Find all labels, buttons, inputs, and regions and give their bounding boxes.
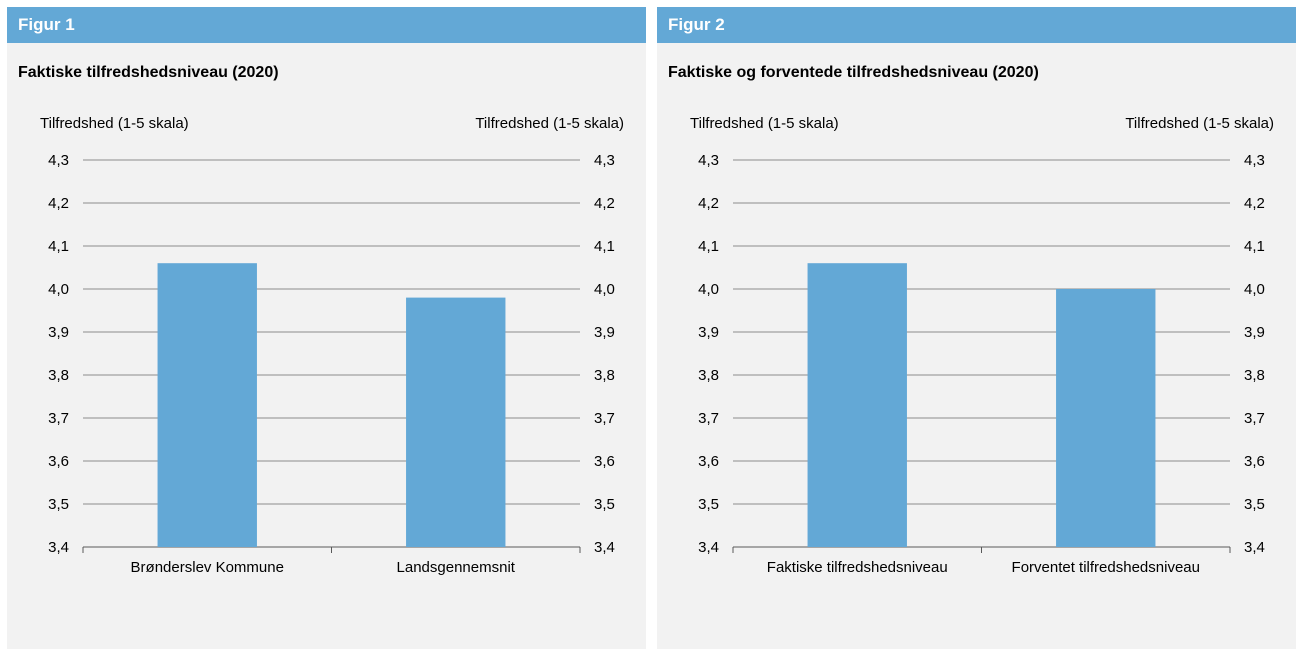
y-axis-label-left: Tilfredshed (1-5 skala) xyxy=(690,115,839,132)
y-tick-label-left: 4,2 xyxy=(698,195,719,212)
y-tick-label-left: 4,0 xyxy=(698,281,719,298)
y-tick-label-right: 3,6 xyxy=(594,453,615,470)
x-category-label: Forventet tilfredshedsniveau xyxy=(1012,559,1200,576)
y-tick-label-left: 3,6 xyxy=(48,453,69,470)
x-category-label: Faktiske tilfredshedsniveau xyxy=(767,559,948,576)
bar-1 xyxy=(807,263,907,547)
y-tick-label-left: 3,7 xyxy=(48,410,69,427)
y-tick-label-right: 3,7 xyxy=(1244,410,1265,427)
y-tick-label-right: 3,6 xyxy=(1244,453,1265,470)
x-category-label: Landsgennemsnit xyxy=(397,559,516,576)
y-tick-label-right: 3,4 xyxy=(1244,539,1265,556)
bar-chart-2: Tilfredshed (1-5 skala) Tilfredshed (1-5 … xyxy=(690,115,1274,576)
bar-2 xyxy=(406,297,506,547)
figure-panel-2: Figur 2 Faktiske og forventede tilfredsh… xyxy=(657,7,1296,649)
y-tick-label-left: 4,3 xyxy=(48,152,69,169)
y-tick-label-right: 3,5 xyxy=(1244,496,1265,513)
y-tick-label-right: 3,7 xyxy=(594,410,615,427)
y-tick-label-left: 4,1 xyxy=(48,238,69,255)
y-tick-label-left: 3,5 xyxy=(48,496,69,513)
y-tick-label-right: 3,4 xyxy=(594,539,615,556)
y-tick-label-right: 4,1 xyxy=(594,238,615,255)
y-tick-label-right: 3,8 xyxy=(594,367,615,384)
y-tick-label-left: 3,5 xyxy=(698,496,719,513)
y-tick-label-left: 3,8 xyxy=(698,367,719,384)
panel-header: Figur 1 xyxy=(7,7,646,43)
y-tick-label-left: 3,7 xyxy=(698,410,719,427)
y-tick-label-right: 3,9 xyxy=(594,324,615,341)
y-tick-label-right: 3,8 xyxy=(1244,367,1265,384)
y-axis-label-right: Tilfredshed (1-5 skala) xyxy=(475,115,624,132)
y-axis-label-right: Tilfredshed (1-5 skala) xyxy=(1125,115,1274,132)
bar-1 xyxy=(157,263,257,547)
y-tick-label-right: 4,3 xyxy=(594,152,615,169)
y-tick-label-right: 4,2 xyxy=(1244,195,1265,212)
y-tick-label-right: 3,5 xyxy=(594,496,615,513)
chart-title: Faktiske tilfredshedsniveau (2020) xyxy=(18,64,279,81)
bar-2 xyxy=(1056,289,1156,547)
y-tick-label-left: 3,9 xyxy=(48,324,69,341)
y-tick-label-right: 4,0 xyxy=(594,281,615,298)
y-tick-label-right: 3,9 xyxy=(1244,324,1265,341)
y-tick-label-left: 3,4 xyxy=(48,539,69,556)
y-tick-label-right: 4,3 xyxy=(1244,152,1265,169)
x-category-label: Brønderslev Kommune xyxy=(131,559,284,576)
y-tick-label-left: 3,9 xyxy=(698,324,719,341)
y-tick-label-left: 3,4 xyxy=(698,539,719,556)
y-tick-label-right: 4,1 xyxy=(1244,238,1265,255)
y-tick-label-left: 3,6 xyxy=(698,453,719,470)
chart-title: Faktiske og forventede tilfredshedsnivea… xyxy=(668,64,1039,81)
bar-chart-1: Tilfredshed (1-5 skala) Tilfredshed (1-5 … xyxy=(40,115,624,576)
y-tick-label-right: 4,0 xyxy=(1244,281,1265,298)
y-tick-label-right: 4,2 xyxy=(594,195,615,212)
y-tick-label-left: 4,0 xyxy=(48,281,69,298)
y-tick-label-left: 4,1 xyxy=(698,238,719,255)
y-tick-label-left: 3,8 xyxy=(48,367,69,384)
figure-panel-1: Figur 1 Faktiske tilfredshedsniveau (202… xyxy=(7,7,646,649)
panel-header: Figur 2 xyxy=(657,7,1296,43)
y-tick-label-left: 4,3 xyxy=(698,152,719,169)
y-tick-label-left: 4,2 xyxy=(48,195,69,212)
y-axis-label-left: Tilfredshed (1-5 skala) xyxy=(40,115,189,132)
